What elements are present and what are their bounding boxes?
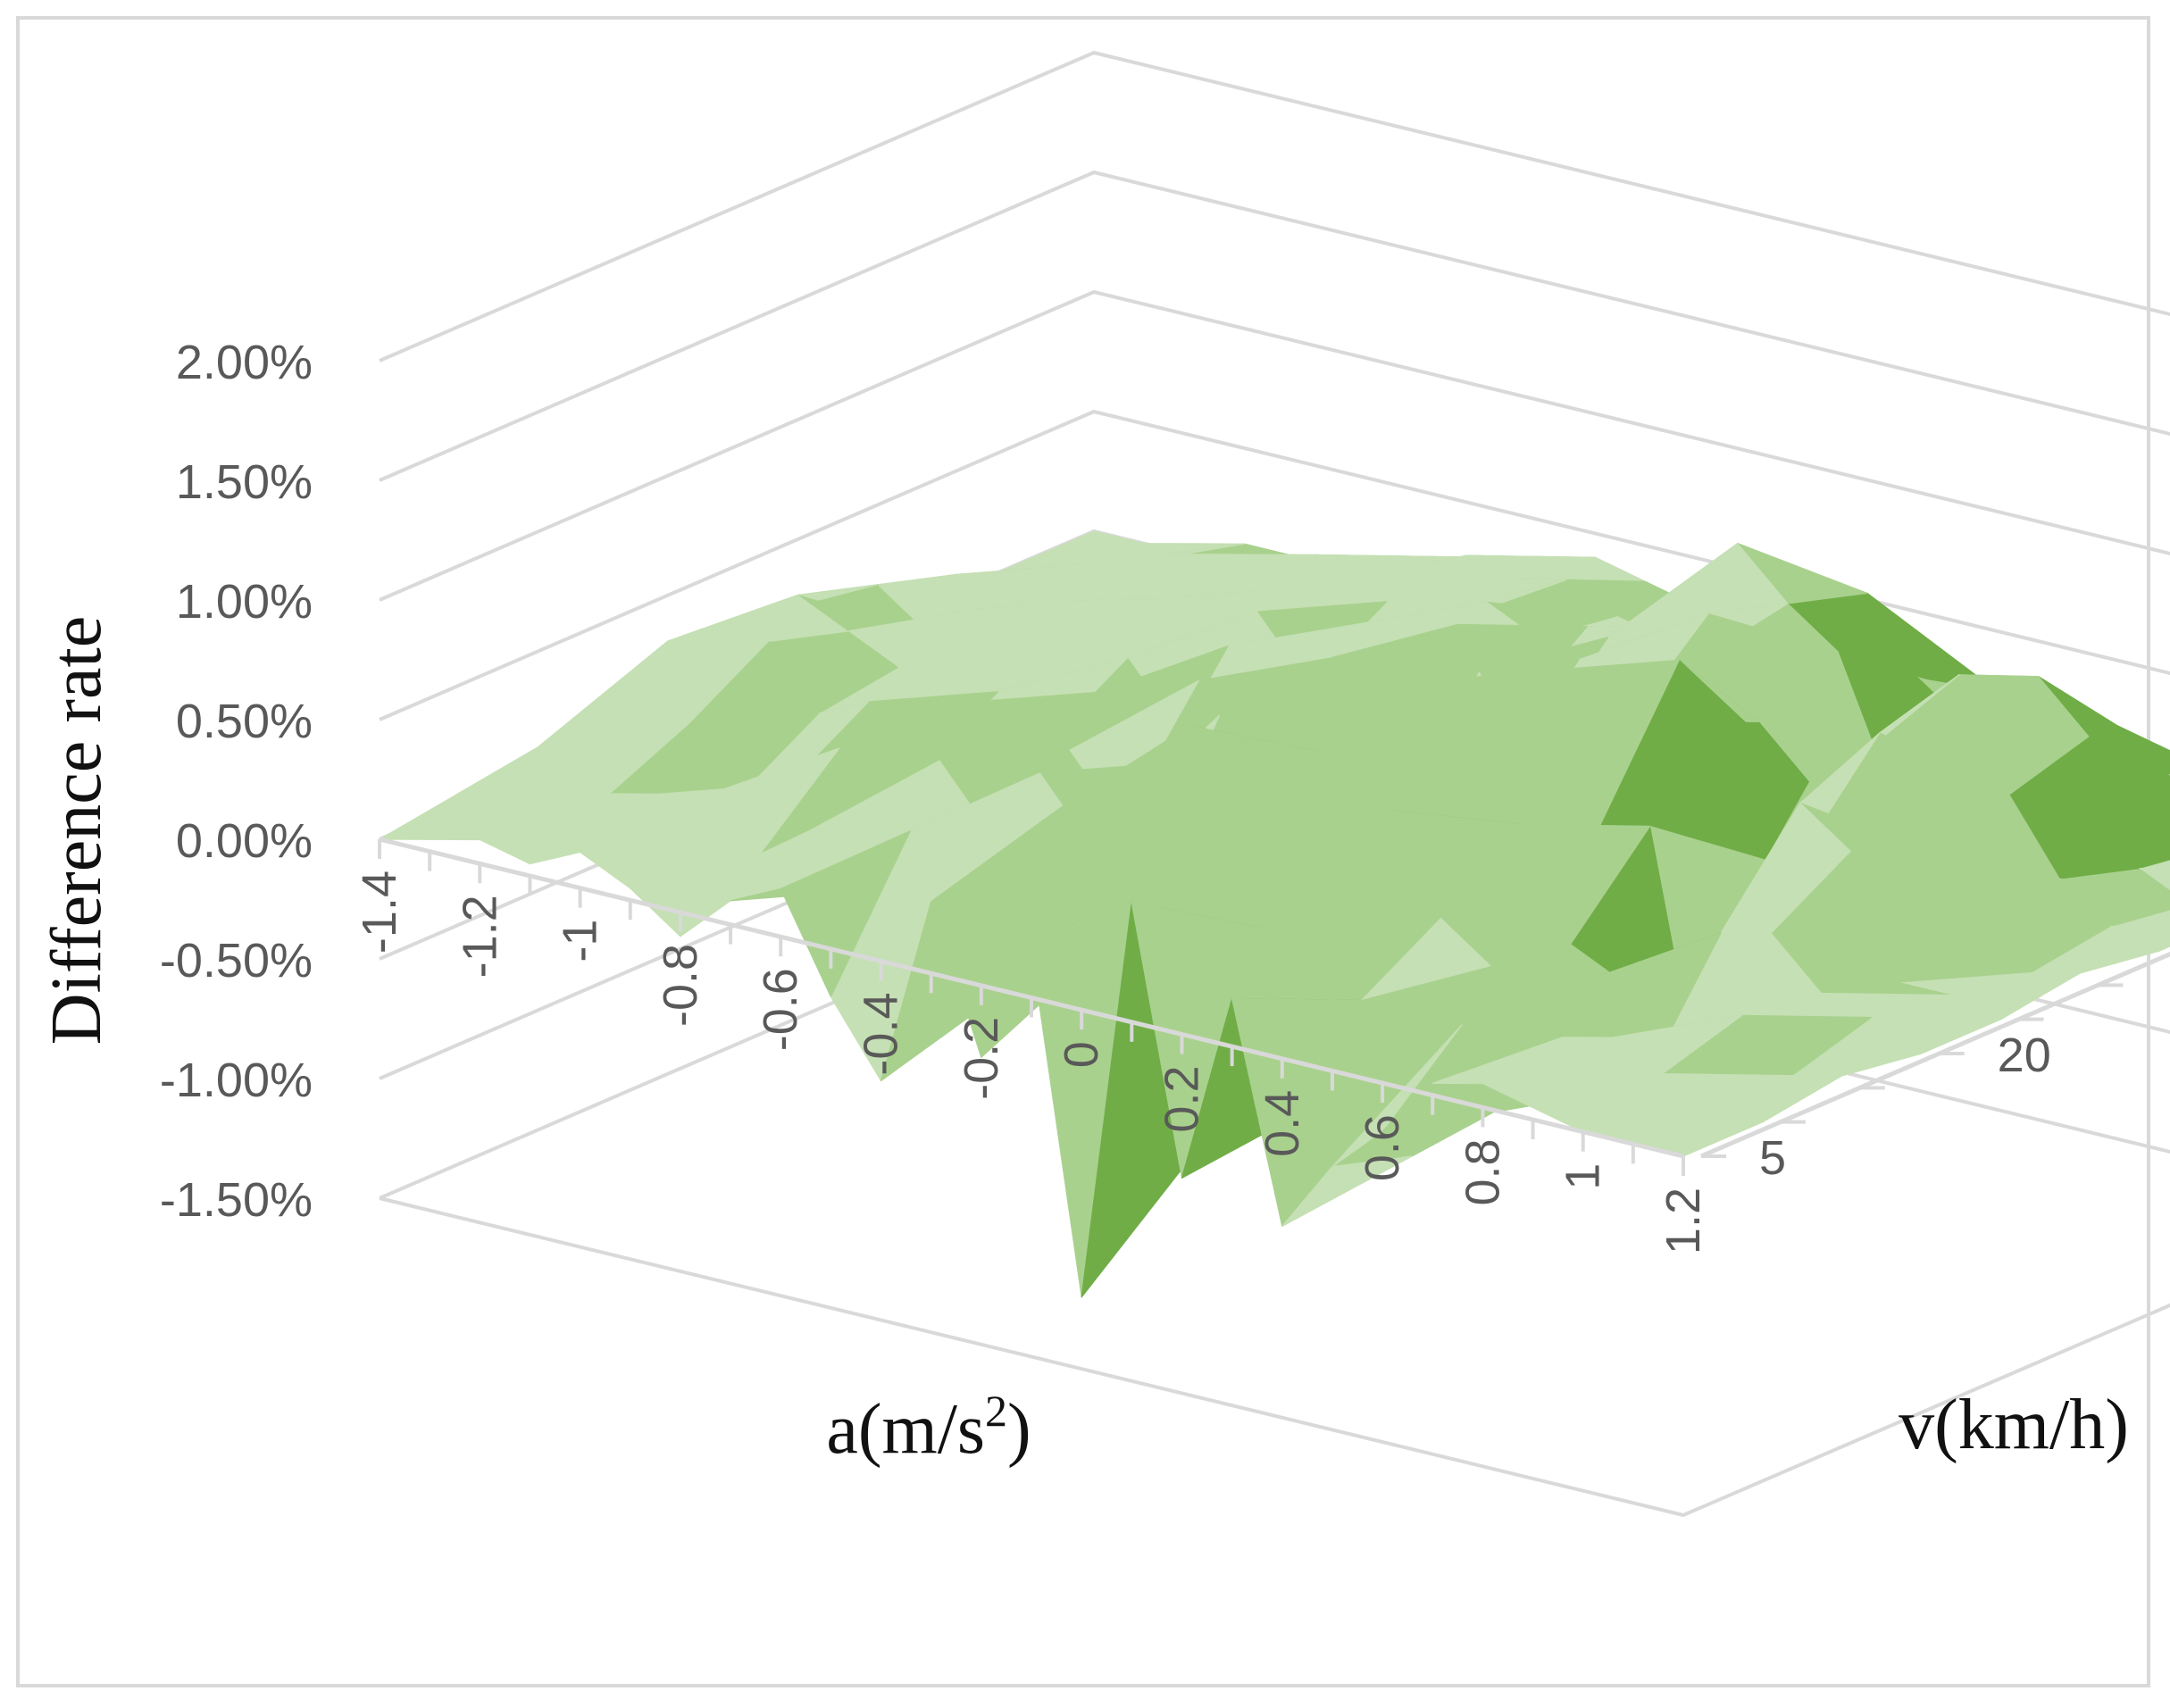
z-tick-label: 1.00% [176,575,313,629]
surface-mesh [379,530,2170,1298]
axes [378,837,2170,1176]
a-tick-label: 1.2 [1657,1187,1710,1254]
surface-facet [630,854,761,937]
z-axis-title: Difference rate [38,616,116,1045]
surface-facet [479,793,611,865]
z-gridline [379,409,2170,721]
y-axis-title: v(km/h) [1899,1386,2129,1464]
surface-facet [1532,1072,1664,1133]
v-tick-label: 20 [1998,1029,2051,1082]
z-tick-label: -0.50% [160,934,313,987]
x-axis-title-superscript: 2 [985,1386,1007,1436]
a-tick-label: -0.6 [754,968,807,1051]
a-tick-label: 1 [1557,1163,1610,1190]
z-tick-label: 0.50% [176,695,313,748]
surface-facet [579,793,711,889]
v-tick-label: 5 [1759,1131,1786,1185]
a-tick-label: -0.2 [955,1017,1008,1100]
a-tick-label: -1.2 [453,895,506,978]
surface-facet [379,792,510,840]
surface-facet [1381,1082,1513,1132]
a-tick-label: -1 [554,920,607,962]
z-gridline [379,50,2170,362]
floor-edge [379,1196,2170,1518]
z-gridline [379,170,2170,482]
a-tick-label: -1.4 [353,871,406,954]
a-tick-label: -0.4 [855,993,908,1076]
a-tick-label: 0.2 [1156,1066,1209,1133]
a-tick-label: 0.4 [1256,1090,1309,1157]
z-tick-label: 1.50% [176,455,313,509]
x-axis-title: a(m/s2) [826,1386,1031,1469]
surface-facet [1481,1037,1614,1109]
a-tick-label: 0 [1055,1041,1108,1068]
surface-facet [529,793,661,865]
z-tick-label: 0.00% [176,814,313,868]
x-axis-title-main: a(m/s [826,1390,985,1469]
a-tick-label: -0.8 [654,944,707,1027]
surface-facet [1281,1155,1413,1228]
surface-facet [429,769,560,841]
z-tick-label: -1.00% [160,1054,313,1107]
z-tick-label: -1.50% [160,1173,313,1227]
tick-labels: 2.00% 1.50% 1.00% 0.50% 0.00% -0.50% -1.00% -1.… [160,336,2051,1254]
z-tick-label: 2.00% [176,336,313,389]
surface-facet [1431,1037,1563,1085]
z-gridline [379,289,2170,602]
a-tick-label: 0.8 [1456,1138,1509,1205]
a-tick-label: 0.6 [1356,1114,1409,1181]
x-axis-title-end: ) [1007,1390,1031,1469]
v-axis-line [1700,951,2170,1159]
surface-facet [1331,1024,1463,1168]
